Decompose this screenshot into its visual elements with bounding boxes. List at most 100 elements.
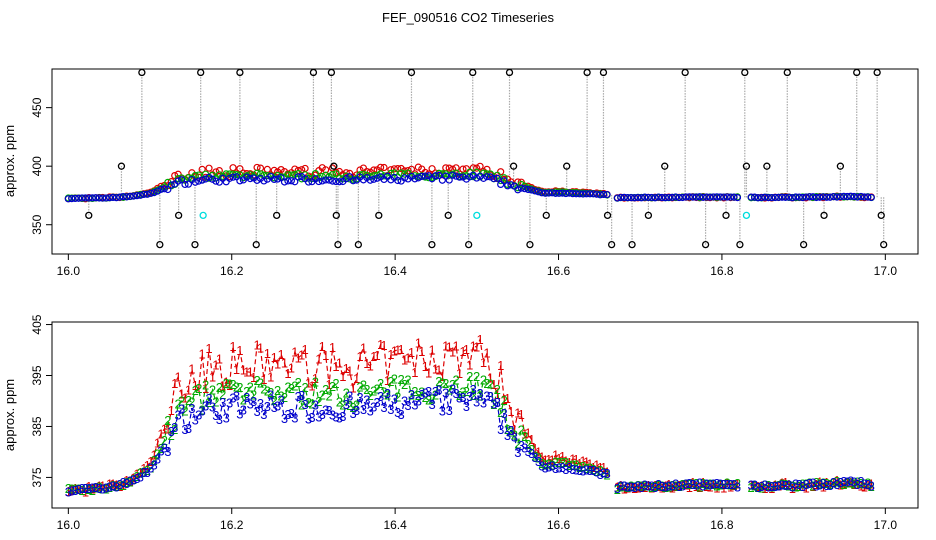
bottom-series-2-marker: 2 <box>638 479 645 494</box>
bottom-series-1-marker: 1 <box>199 346 206 361</box>
bottom-series-2-marker: 2 <box>322 382 329 397</box>
bottom-series-2-marker: 2 <box>761 477 768 492</box>
bottom-series-2-marker: 2 <box>586 461 593 476</box>
bottom-series-2-marker: 2 <box>830 475 837 490</box>
top-outlier-point <box>853 68 861 77</box>
top-series-2-point <box>256 170 265 178</box>
bottom-series-3-marker: 3 <box>223 410 230 425</box>
bottom-series-1-marker: 1 <box>384 373 391 388</box>
bottom-series-1-marker: 1 <box>710 477 717 492</box>
bottom-series-2-marker: 2 <box>133 469 140 484</box>
top-series-1-point <box>215 167 223 175</box>
bottom-series-1-marker: 1 <box>586 456 593 471</box>
bottom-series-2-marker: 2 <box>569 457 576 472</box>
bottom-series-1-marker: 1 <box>847 475 854 490</box>
top-series-3-point <box>236 177 244 185</box>
bottom-series-2-marker: 2 <box>459 384 466 399</box>
bottom-series-3-marker: 3 <box>720 477 727 492</box>
bottom-series-3-marker: 3 <box>428 397 435 412</box>
bottom-series-1-marker: 1 <box>82 485 89 500</box>
bottom-series-1-marker: 1 <box>394 342 401 357</box>
bottom-series-1-marker: 1 <box>130 471 137 486</box>
bottom-series-1-marker: 1 <box>374 348 381 363</box>
bottom-series-2-marker: 2 <box>144 463 151 478</box>
top-outlier-point <box>191 240 199 249</box>
top-outlier-point <box>701 240 710 249</box>
bottom-series-1-marker: 1 <box>538 449 545 464</box>
bottom-series-2-marker: 2 <box>339 398 346 413</box>
top-series-3-point <box>576 190 584 198</box>
bottom-series-2-marker: 2 <box>199 402 206 417</box>
bottom-series-1-marker: 1 <box>140 461 147 476</box>
top-series-3-point <box>558 189 567 197</box>
bottom-series-2-marker: 2 <box>549 457 556 472</box>
bottom-series-1-marker: 1 <box>271 350 278 365</box>
top-series-3-point <box>68 195 76 203</box>
top-outlier-point <box>197 68 205 77</box>
bottom-series-2-marker: 2 <box>425 393 432 408</box>
bottom-series-3-marker: 3 <box>696 476 703 491</box>
bottom-series-2-marker: 2 <box>126 475 133 490</box>
top-series-3-point <box>88 194 96 202</box>
bottom-series-1-marker: 1 <box>319 339 326 354</box>
bottom-series-2-marker: 2 <box>332 376 339 391</box>
top-series-2-point <box>222 170 230 178</box>
top-series-3-point <box>349 177 357 185</box>
bottom-series-2-marker: 2 <box>192 383 199 398</box>
top-outlier-point <box>763 162 771 170</box>
bottom-series-2-marker: 2 <box>710 477 717 492</box>
top-y-tick-label: 350 <box>30 214 44 234</box>
bottom-series-3-marker: 3 <box>597 467 604 482</box>
bottom-series-1-marker: 1 <box>549 453 556 468</box>
bottom-series-3-marker: 3 <box>627 479 634 494</box>
bottom-series-1-marker: 1 <box>161 421 168 436</box>
bottom-series-3-marker: 3 <box>161 441 168 456</box>
bottom-series-3-marker: 3 <box>411 398 418 413</box>
top-series-3-point <box>699 193 707 201</box>
bottom-series-3-marker: 3 <box>240 402 247 417</box>
top-series-2-point <box>442 170 450 178</box>
bottom-series-1-marker: 1 <box>631 481 638 496</box>
bottom-series-1-marker: 1 <box>597 460 604 475</box>
bottom-series-2-marker: 2 <box>350 400 357 415</box>
top-series-3-point <box>843 192 851 201</box>
top-series-1-point <box>497 168 505 176</box>
top-series-3-point <box>802 193 810 201</box>
bottom-series-2-marker: 2 <box>720 477 727 492</box>
bottom-series-3-marker: 3 <box>442 386 449 401</box>
bottom-series-1-marker: 1 <box>675 478 682 493</box>
top-panel: 16.0 16.2 16.4 16.6 16.8 17.0 350 400 450 appro… <box>2 68 919 278</box>
bottom-series-1-marker: 1 <box>511 422 518 437</box>
top-outlier-point <box>783 68 791 77</box>
bottom-series-2-marker: 2 <box>113 479 120 494</box>
bottom-series-1-marker: 1 <box>501 392 508 407</box>
bottom-x-tick-label: 17.0 <box>874 518 898 532</box>
bottom-series-1-marker: 1 <box>840 476 847 491</box>
bottom-series-3-marker: 3 <box>470 382 477 397</box>
top-series-2-point <box>445 171 453 179</box>
bottom-series-1-marker: 1 <box>175 370 182 385</box>
top-outlier-point <box>742 162 751 170</box>
bottom-series-3-marker: 3 <box>288 406 295 421</box>
bottom-series-2-marker: 2 <box>665 480 672 495</box>
top-series-3-point <box>445 176 453 184</box>
bottom-series-2-marker: 2 <box>792 479 799 494</box>
bottom-series-2-marker: 2 <box>271 393 278 408</box>
bottom-series-2-marker: 2 <box>868 479 875 494</box>
bottom-series-3-marker: 3 <box>192 412 199 427</box>
top-series-3-point <box>473 174 481 182</box>
bottom-series-2-marker: 2 <box>583 461 590 476</box>
top-series-3-point <box>195 177 203 185</box>
bottom-series-2-marker: 2 <box>552 455 559 470</box>
bottom-series-3-marker: 3 <box>614 481 621 496</box>
bottom-series-2-marker: 2 <box>428 392 435 407</box>
top-outlier-point <box>156 240 164 249</box>
top-series-3-point <box>768 193 776 202</box>
bottom-series-1-marker: 1 <box>106 477 113 492</box>
top-series-3-point <box>833 193 841 201</box>
top-y-axis-label: approx. ppm <box>2 125 17 197</box>
bottom-series-1-marker: 1 <box>823 475 830 490</box>
top-series-3-point <box>99 194 107 202</box>
bottom-series-3-marker: 3 <box>830 475 837 490</box>
bottom-series-2-marker: 2 <box>99 481 106 496</box>
